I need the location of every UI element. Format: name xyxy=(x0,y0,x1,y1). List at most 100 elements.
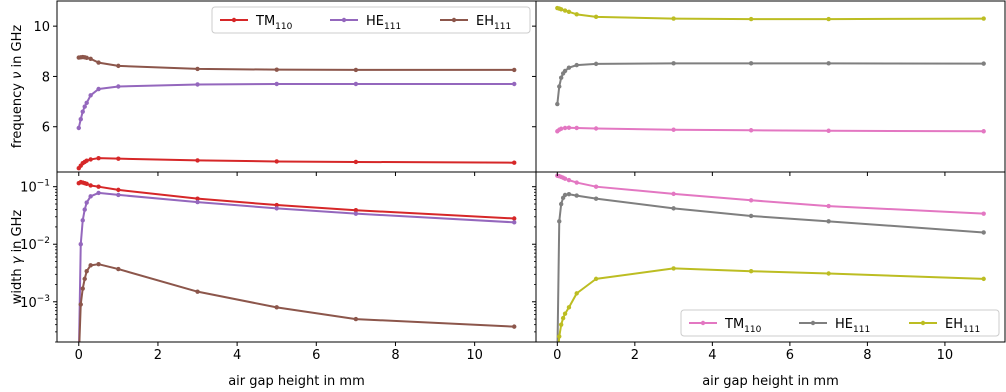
data-point-eh111 xyxy=(981,276,986,282)
data-point-he111 xyxy=(557,219,562,224)
data-point-he111 xyxy=(96,86,101,92)
legend-label: EH111 xyxy=(476,14,511,32)
legend-label: TM110 xyxy=(724,317,762,335)
y-tick-label: 8 xyxy=(42,70,50,85)
data-point-he111 xyxy=(195,82,200,87)
data-point-he111 xyxy=(82,104,87,109)
data-point-eh111 xyxy=(116,63,121,69)
data-point-tm110 xyxy=(512,160,517,165)
data-point-eh111 xyxy=(116,266,121,272)
plot-area-bottom-left xyxy=(76,179,517,342)
data-point-eh111 xyxy=(195,289,200,294)
data-point-tm110 xyxy=(593,184,599,189)
legend-label: HE111 xyxy=(366,14,401,32)
data-point-eh111 xyxy=(558,322,564,327)
data-point-tm110 xyxy=(981,129,986,134)
data-point-he111 xyxy=(671,206,676,211)
legend-label: EH111 xyxy=(945,317,980,335)
data-point-tm110 xyxy=(96,184,101,189)
data-point-tm110 xyxy=(116,156,121,161)
data-point-eh111 xyxy=(512,67,517,73)
data-point-he111 xyxy=(593,61,599,67)
data-point-tm110 xyxy=(353,208,359,213)
data-point-eh111 xyxy=(562,311,568,316)
data-point-he111 xyxy=(981,230,986,235)
x-tick-label: 8 xyxy=(391,348,399,363)
data-point-eh111 xyxy=(96,60,101,65)
data-point-he111 xyxy=(981,61,986,66)
data-point-he111 xyxy=(274,81,279,87)
data-point-tm110 xyxy=(353,159,359,165)
data-point-he111 xyxy=(80,109,85,114)
data-point-eh111 xyxy=(78,302,83,307)
x-tick-label: 8 xyxy=(863,348,871,363)
data-point-tm110 xyxy=(826,203,831,209)
legend-marker xyxy=(700,320,706,326)
y-tick-label: 10−2 xyxy=(20,236,50,253)
data-point-eh111 xyxy=(593,14,599,20)
x-tick-label: 2 xyxy=(631,348,639,363)
data-point-he111 xyxy=(558,75,564,80)
data-point-he111 xyxy=(512,220,517,225)
x-tick-label: 0 xyxy=(553,348,561,363)
legend-marker xyxy=(451,17,457,23)
y-tick-label: 10−1 xyxy=(20,179,50,196)
data-point-tm110 xyxy=(671,191,676,197)
data-point-tm110 xyxy=(748,198,754,203)
y-tick-label: 10 xyxy=(33,20,50,35)
legend-marker xyxy=(920,320,926,326)
data-point-tm110 xyxy=(274,159,279,164)
data-point-tm110 xyxy=(566,177,572,183)
data-point-tm110 xyxy=(981,211,986,216)
plot-area-top-left xyxy=(76,54,517,171)
data-point-eh111 xyxy=(274,67,279,72)
legend-top-left: TM110 HE111 EH111 xyxy=(211,6,531,34)
data-point-he111 xyxy=(748,61,754,66)
series-line-he111 xyxy=(556,193,985,342)
data-point-he111 xyxy=(116,192,121,198)
data-point-eh111 xyxy=(562,8,568,13)
data-point-he111 xyxy=(78,242,83,247)
data-point-eh111 xyxy=(558,7,564,12)
data-point-eh111 xyxy=(671,16,676,21)
data-point-eh111 xyxy=(671,266,676,271)
data-point-he111 xyxy=(116,84,121,89)
data-point-he111 xyxy=(84,100,89,106)
x-axis-title: air gap height in mm xyxy=(228,374,365,389)
data-point-he111 xyxy=(562,192,568,198)
legend-label: HE111 xyxy=(835,317,870,335)
data-point-tm110 xyxy=(562,176,568,181)
data-point-eh111 xyxy=(981,16,986,21)
legend-bottom-right: TM110 HE111 EH111 xyxy=(680,309,1000,337)
data-point-eh111 xyxy=(84,55,89,61)
data-point-tm110 xyxy=(512,216,517,221)
x-tick-label: 2 xyxy=(154,348,162,363)
x-tick-label: 10 xyxy=(466,348,483,363)
data-point-eh111 xyxy=(353,67,359,73)
data-point-tm110 xyxy=(574,125,579,131)
data-point-tm110 xyxy=(558,126,564,131)
data-point-he111 xyxy=(562,68,568,74)
x-tick-label: 6 xyxy=(786,348,794,363)
data-point-eh111 xyxy=(88,263,93,268)
data-point-tm110 xyxy=(84,181,89,187)
data-point-he111 xyxy=(557,84,562,89)
data-point-eh111 xyxy=(748,16,754,22)
data-point-he111 xyxy=(353,81,359,87)
data-point-tm110 xyxy=(88,157,93,162)
data-point-tm110 xyxy=(84,158,89,163)
data-point-tm110 xyxy=(562,125,568,131)
data-point-eh111 xyxy=(593,276,599,282)
data-point-eh111 xyxy=(353,316,359,322)
legend-marker xyxy=(231,17,237,23)
legend-label: TM110 xyxy=(255,14,293,32)
data-point-he111 xyxy=(84,200,89,205)
data-point-eh111 xyxy=(566,305,572,310)
plot-area-top-right xyxy=(555,5,986,134)
data-point-he111 xyxy=(274,206,279,211)
x-axis-title: air gap height in mm xyxy=(702,374,839,389)
plot-area-bottom-right xyxy=(555,173,986,342)
data-point-tm110 xyxy=(574,180,579,185)
data-point-eh111 xyxy=(748,268,754,274)
